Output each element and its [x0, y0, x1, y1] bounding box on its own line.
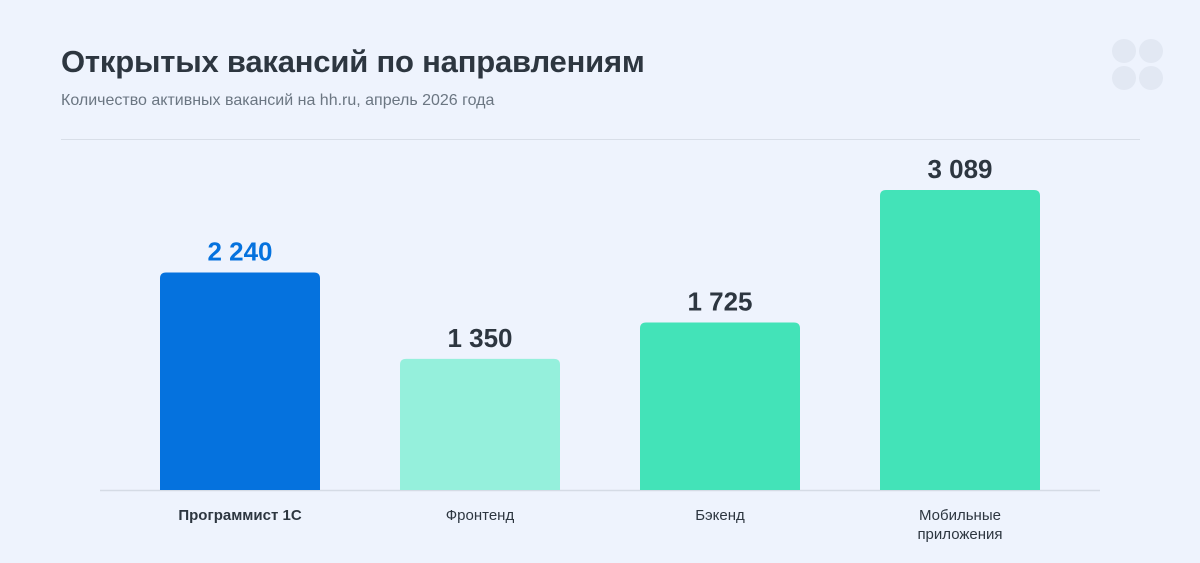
header-divider — [61, 139, 1140, 140]
bar-value-label: 2 240 — [207, 236, 272, 266]
chart-title: Открытых вакансий по направлениям — [61, 44, 645, 79]
hh-logo-icon — [1112, 39, 1163, 90]
category-label: Мобильные приложения — [917, 507, 1002, 543]
chart-subtitle: Количество активных вакансий на hh.ru, а… — [61, 92, 495, 109]
bar — [160, 272, 320, 490]
bar-value-label: 1 725 — [687, 286, 752, 316]
bar-value-label: 1 350 — [447, 323, 512, 353]
category-label: Бэкенд — [695, 507, 745, 524]
bar — [640, 322, 800, 490]
category-label: Фронтенд — [446, 507, 515, 524]
category-label: Программист 1С — [178, 507, 301, 524]
category-label-line: Мобильные — [919, 507, 1001, 524]
category-label-line: Бэкенд — [695, 507, 745, 524]
bar-value-label: 3 089 — [927, 154, 992, 184]
category-label-line: Фронтенд — [446, 507, 515, 524]
category-label-line: приложения — [917, 526, 1002, 543]
bar — [880, 190, 1040, 490]
category-label-line: Программист 1С — [178, 507, 301, 524]
bar — [400, 358, 560, 490]
